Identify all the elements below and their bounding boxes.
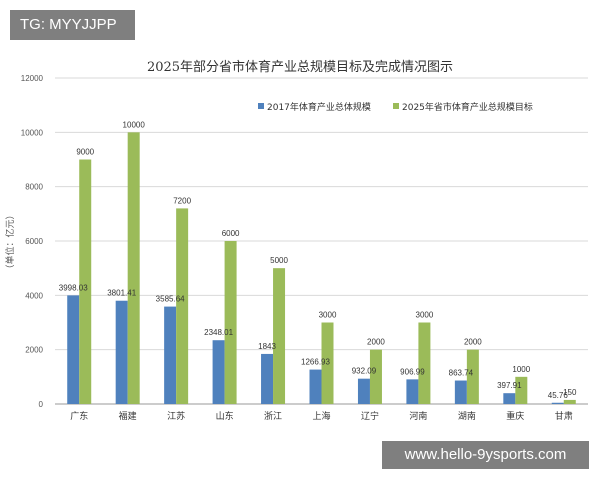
- bar-2017: [503, 393, 516, 404]
- y-tick-label: 12000: [21, 74, 44, 83]
- bar-2025: [127, 132, 140, 405]
- y-tick-label: 2000: [25, 346, 43, 355]
- bar-2017: [164, 306, 177, 404]
- legend-swatch: [393, 103, 399, 109]
- bar-2017: [406, 379, 419, 404]
- data-label: 5000: [270, 256, 288, 265]
- bar-2025: [418, 322, 431, 404]
- bar-2017: [357, 378, 370, 404]
- data-label: 45.76: [548, 391, 569, 400]
- x-tick-label: 上海: [312, 410, 330, 422]
- data-label: 3801.41: [107, 289, 136, 298]
- x-tick-label: 重庆: [506, 410, 524, 422]
- bar-2017: [261, 353, 274, 404]
- x-tick-label: 广东: [70, 410, 88, 422]
- legend-label: 2025年省市体育产业总规模目标: [402, 101, 533, 113]
- x-tick-label: 浙江: [264, 410, 282, 422]
- data-label: 9000: [76, 148, 94, 157]
- site-watermark: www.hello-9ysports.com: [382, 441, 589, 469]
- bar-2025: [224, 241, 237, 404]
- bar-2017: [454, 380, 467, 404]
- y-tick-label: 8000: [25, 183, 43, 192]
- data-label: 6000: [222, 229, 240, 238]
- bar-2025: [79, 159, 92, 404]
- data-label: 2000: [464, 338, 482, 347]
- chart-title: 2025年部分省市体育产业总规模目标及完成情况图示: [147, 59, 453, 75]
- bar-2025: [515, 376, 528, 404]
- data-label: 3998.03: [59, 283, 88, 292]
- data-label: 906.99: [400, 367, 425, 376]
- y-tick-label: 0: [39, 400, 44, 409]
- y-axis-label: （单位：亿元）: [4, 210, 16, 273]
- data-label: 1000: [512, 365, 530, 374]
- x-axis-ticks: 广东 福建 江苏 山东 浙江 上海 辽宁 河南 湖南 重庆 甘肃: [70, 410, 573, 422]
- channel-tag: TG: MYYJJPP: [10, 10, 135, 40]
- legend-label: 2017年体育产业总体规模: [267, 101, 371, 113]
- data-label: 397.91: [497, 381, 522, 390]
- data-label: 2000: [367, 338, 385, 347]
- data-label: 3585.64: [156, 295, 185, 304]
- x-tick-label: 河南: [409, 410, 427, 422]
- legend-swatch: [258, 103, 264, 109]
- data-label: 7200: [173, 196, 191, 205]
- x-tick-label: 湖南: [458, 410, 476, 422]
- data-label: 1266.93: [301, 358, 330, 367]
- bar-2025: [176, 208, 189, 404]
- y-tick-label: 4000: [25, 291, 43, 300]
- x-tick-label: 甘肃: [555, 410, 573, 422]
- bar-2017: [212, 340, 225, 404]
- data-label: 863.74: [449, 369, 474, 378]
- y-axis-ticks: 0 2000 4000 6000 8000 10000 12000: [21, 74, 44, 409]
- bar-2017: [67, 295, 80, 404]
- legend: 2017年体育产业总体规模 2025年省市体育产业总规模目标: [258, 101, 533, 113]
- data-label: 1843: [258, 342, 276, 351]
- bar-2017: [115, 300, 128, 404]
- data-label: 3000: [319, 311, 337, 320]
- x-tick-label: 福建: [119, 410, 137, 422]
- bar-2025: [321, 322, 334, 404]
- bar-2025: [563, 399, 576, 404]
- data-labels: 3998.03 9000 3801.41 10000 3585.64 7200 2348.0…: [59, 120, 577, 399]
- bar-2017: [309, 369, 322, 404]
- bar-2017: [551, 402, 564, 404]
- data-label: 2348.01: [204, 328, 233, 337]
- data-label: 10000: [123, 120, 146, 129]
- data-label: 932.09: [352, 367, 377, 376]
- x-tick-label: 辽宁: [361, 410, 379, 422]
- y-tick-label: 6000: [25, 237, 43, 246]
- bars: [67, 132, 576, 405]
- bar-2025: [273, 268, 286, 404]
- x-tick-label: 江苏: [167, 410, 185, 422]
- bar-2025: [466, 349, 479, 404]
- bar-2025: [369, 349, 382, 404]
- y-tick-label: 10000: [21, 128, 44, 137]
- data-label: 150: [563, 388, 577, 397]
- x-tick-label: 山东: [216, 410, 234, 422]
- data-label: 3000: [416, 311, 434, 320]
